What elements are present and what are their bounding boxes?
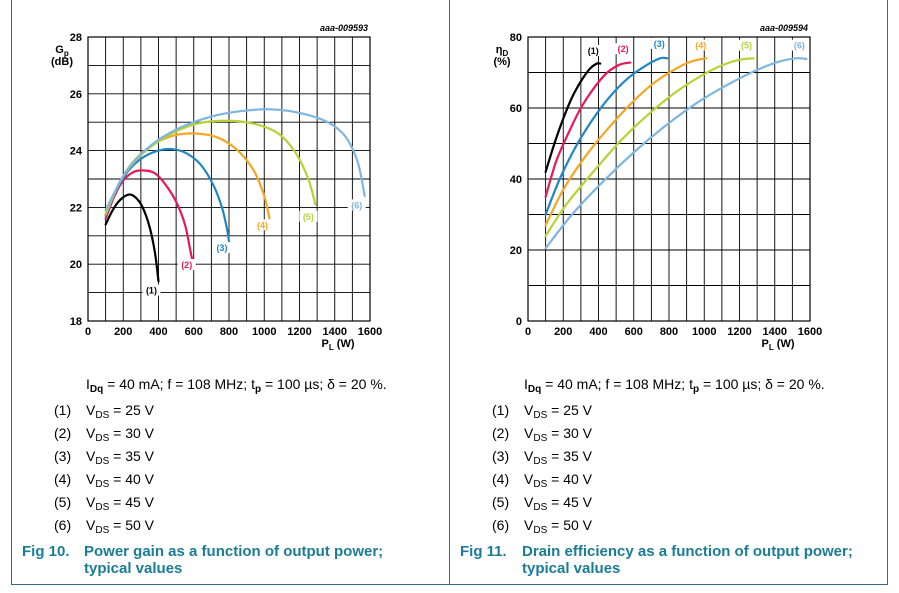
x-tick-label: 200 xyxy=(554,326,572,338)
y-tick-label: 20 xyxy=(70,259,82,271)
y-tick-label: 0 xyxy=(516,316,522,328)
fig10-title-line1: Power gain as a function of output power… xyxy=(84,543,384,560)
series-line xyxy=(104,132,271,220)
x-tick-label: 600 xyxy=(625,326,643,338)
y-tick-label: 26 xyxy=(70,89,82,101)
legend-item: (5) VDS = 45 V xyxy=(54,494,155,513)
x-tick-label: 0 xyxy=(85,326,91,338)
legend-item: (3) VDS = 35 V xyxy=(54,448,155,467)
series-label-bg xyxy=(691,39,710,51)
x-tick-label: 1200 xyxy=(287,326,311,338)
series-label-bg xyxy=(347,199,366,211)
series-line xyxy=(544,62,602,173)
series-label-bg xyxy=(650,37,669,49)
x-axis-label: PL (W) xyxy=(762,338,795,352)
y-tick-label: 28 xyxy=(70,32,82,44)
fig11-title-line2: typical values xyxy=(522,560,621,577)
fig11-panel: 0 200 400 600 800 1000 1200 1400 1600 0 20 40 60 80 ηD… xyxy=(450,0,888,585)
legend-item: (2) VDS = 30 V xyxy=(492,425,593,444)
legend-item: (3) VDS = 35 V xyxy=(492,448,593,467)
gain-chart: 0 200 400 600 800 1000 1200 1400 1600 18 20 22 24 26 2… xyxy=(51,23,382,352)
series-label: (3) xyxy=(654,39,665,49)
chart-id: aaa-009593 xyxy=(320,23,368,33)
x-tick-label: 1000 xyxy=(692,326,716,338)
x-tick-label: 800 xyxy=(660,326,678,338)
y-tick-label: 40 xyxy=(510,174,522,186)
fig10-panel: 0 200 400 600 800 1000 1200 1400 1600 18 20 22 24 26 2… xyxy=(12,0,450,585)
series-line xyxy=(104,108,366,212)
x-tick-label: 1400 xyxy=(323,326,347,338)
panel-divider xyxy=(449,0,450,585)
series-line xyxy=(544,57,808,250)
x-tick-label: 400 xyxy=(149,326,167,338)
x-tick-label: 0 xyxy=(525,326,531,338)
series-label: (6) xyxy=(351,200,362,210)
series-label: (2) xyxy=(181,260,192,270)
x-tick-label: 800 xyxy=(220,326,238,338)
fig11-caption: Fig 11. Drain efficiency as a function of… xyxy=(460,543,885,577)
series-line xyxy=(104,147,231,243)
series-label: (3) xyxy=(216,243,227,253)
x-tick-label: 200 xyxy=(114,326,132,338)
fig10-caption: Fig 10. Power gain as a function of outpu… xyxy=(22,543,442,577)
chart-id: aaa-009594 xyxy=(760,23,808,33)
plot-frame xyxy=(87,36,371,322)
series-label: (5) xyxy=(303,212,314,222)
legend-item: (1) VDS = 25 V xyxy=(492,402,593,421)
efficiency-chart: 0 200 400 600 800 1000 1200 1400 1600020406080ηD… xyxy=(493,23,822,352)
series-label-bg xyxy=(253,219,272,231)
series-label-bg xyxy=(790,39,809,51)
y-axis-unit: (dB) xyxy=(51,56,73,68)
y-tick-label: 18 xyxy=(70,316,82,328)
series-label: (5) xyxy=(741,41,752,51)
fig11-number: Fig 11. xyxy=(460,543,507,560)
y-tick-label: 24 xyxy=(70,146,83,158)
test-conditions: IDq = 40 mA; f = 108 MHz; tp = 100 µs; δ… xyxy=(524,376,825,395)
series-label-bg xyxy=(177,259,196,271)
y-tick-label: 22 xyxy=(70,202,82,214)
fig11-title-line1: Drain efficiency as a function of output… xyxy=(522,543,853,560)
series-label-bg xyxy=(737,39,756,51)
plot-frame xyxy=(527,36,811,322)
y-tick-label: 80 xyxy=(510,32,522,44)
x-tick-label: 1600 xyxy=(798,326,822,338)
series-line xyxy=(544,56,669,216)
series-label-bg xyxy=(212,242,231,253)
series-label-bg xyxy=(584,44,603,56)
legend-item: (2) VDS = 30 V xyxy=(54,425,155,444)
series-label-bg xyxy=(142,284,161,296)
series-label: (4) xyxy=(257,220,268,230)
series-line xyxy=(544,61,632,198)
fig10-title-line2: typical values xyxy=(84,560,183,577)
fig10-number: Fig 10. xyxy=(22,543,70,560)
legend-item: (6) VDS = 50 V xyxy=(492,517,593,536)
legend-item: (4) VDS = 40 V xyxy=(492,471,593,490)
x-tick-label: 1000 xyxy=(252,326,276,338)
series-label: (1) xyxy=(588,46,599,56)
series-label: (6) xyxy=(794,41,805,51)
legend-item: (4) VDS = 40 V xyxy=(54,471,155,490)
legend-item: (6) VDS = 50 V xyxy=(54,517,155,536)
y-axis-unit: (%) xyxy=(493,56,510,68)
series-label: (2) xyxy=(618,44,629,54)
series-label-bg xyxy=(299,210,318,222)
legend-item: (5) VDS = 45 V xyxy=(492,494,593,513)
x-tick-label: 400 xyxy=(589,326,607,338)
x-tick-label: 1600 xyxy=(358,326,382,338)
test-conditions: IDq = 40 mA; f = 108 MHz; tp = 100 µs; δ… xyxy=(86,376,387,395)
y-tick-label: 60 xyxy=(510,103,522,115)
series-label-bg xyxy=(614,43,633,55)
legend-item: (1) VDS = 25 V xyxy=(54,402,155,421)
series-label: (4) xyxy=(695,41,706,51)
series-label: (1) xyxy=(146,286,157,296)
series-line xyxy=(544,57,755,237)
x-tick-label: 600 xyxy=(185,326,203,338)
x-tick-label: 1200 xyxy=(727,326,751,338)
y-tick-label: 20 xyxy=(510,245,522,257)
series-line xyxy=(104,193,160,283)
x-tick-label: 1400 xyxy=(763,326,787,338)
series-line xyxy=(544,57,708,227)
x-axis-label: PL (W) xyxy=(322,338,355,352)
